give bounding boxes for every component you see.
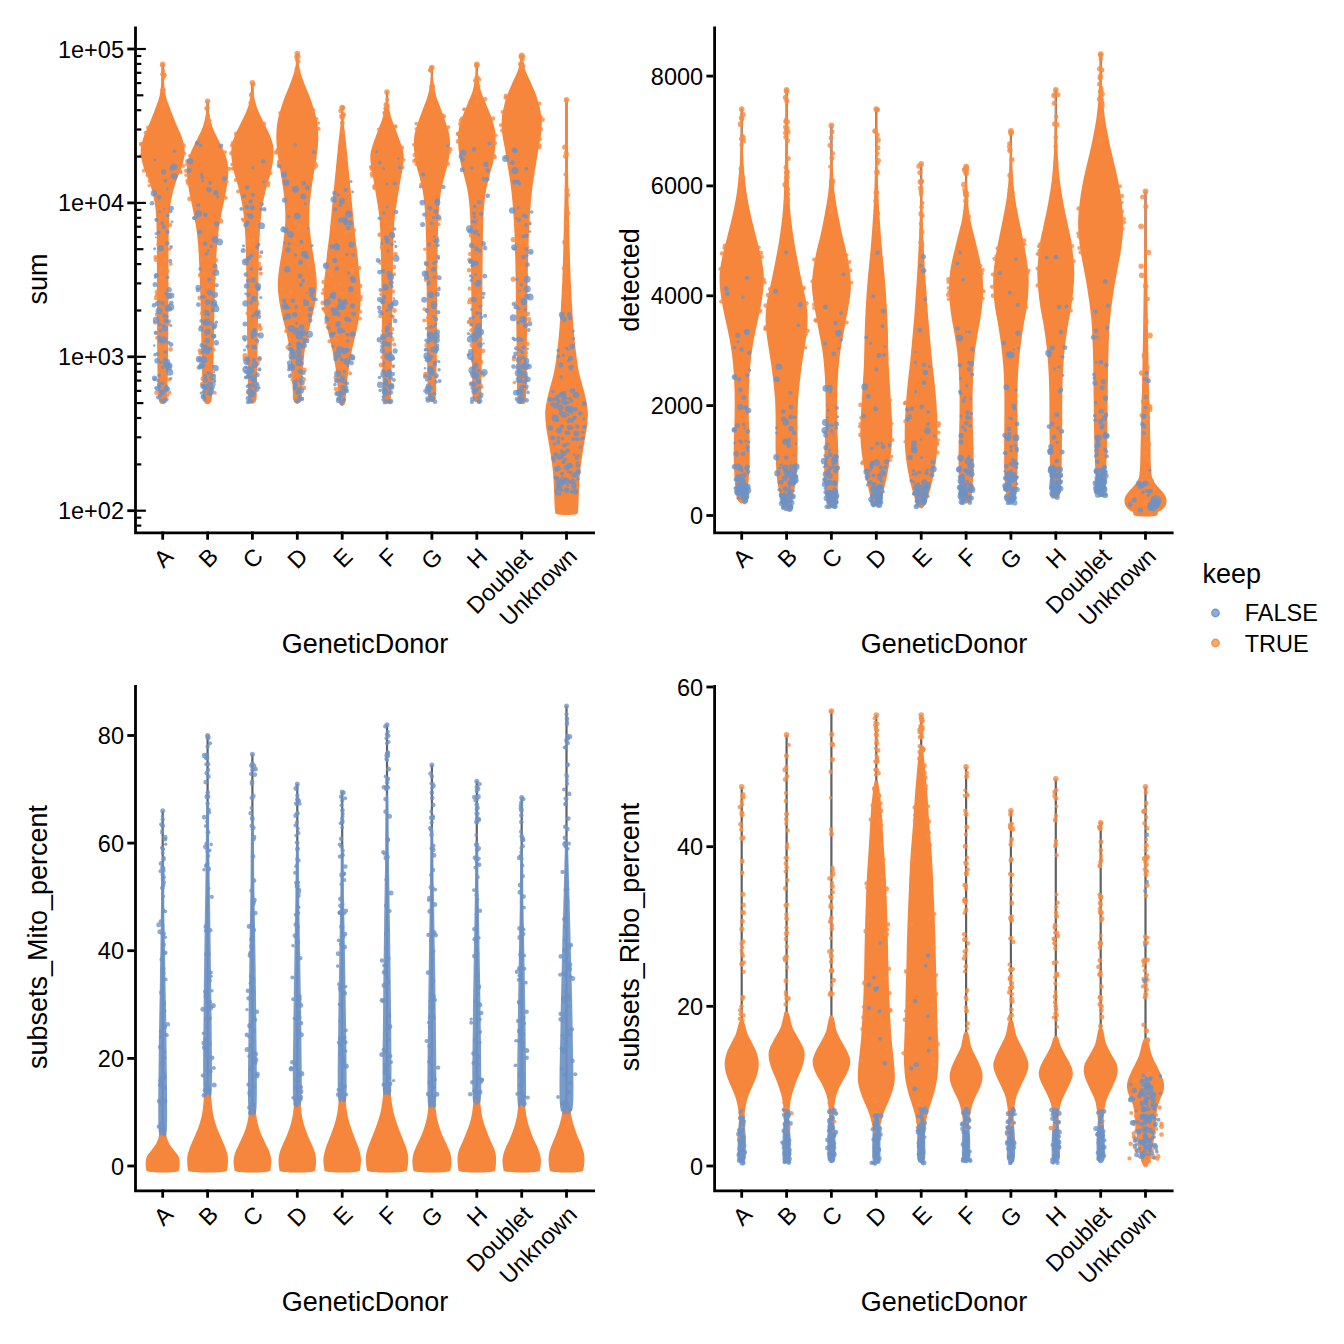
svg-text:1e+02: 1e+02 bbox=[58, 498, 124, 524]
svg-text:0: 0 bbox=[111, 1154, 124, 1180]
svg-text:20: 20 bbox=[98, 1046, 124, 1072]
svg-text:40: 40 bbox=[98, 938, 124, 964]
svg-text:0: 0 bbox=[690, 1154, 703, 1180]
svg-text:TRUE: TRUE bbox=[1245, 631, 1309, 657]
svg-text:keep: keep bbox=[1202, 559, 1261, 589]
svg-text:1e+03: 1e+03 bbox=[58, 344, 124, 370]
svg-text:GeneticDonor: GeneticDonor bbox=[861, 629, 1028, 659]
svg-text:60: 60 bbox=[677, 675, 703, 701]
svg-text:subsets_Mito_percent: subsets_Mito_percent bbox=[23, 804, 53, 1069]
svg-text:6000: 6000 bbox=[651, 173, 703, 199]
svg-text:4000: 4000 bbox=[651, 283, 703, 309]
svg-text:40: 40 bbox=[677, 834, 703, 860]
svg-text:GeneticDonor: GeneticDonor bbox=[861, 1287, 1028, 1317]
svg-text:GeneticDonor: GeneticDonor bbox=[282, 1287, 449, 1317]
svg-text:60: 60 bbox=[98, 831, 124, 857]
svg-text:20: 20 bbox=[677, 994, 703, 1020]
svg-text:subsets_Ribo_percent: subsets_Ribo_percent bbox=[615, 802, 645, 1071]
svg-text:8000: 8000 bbox=[651, 64, 703, 90]
svg-text:1e+04: 1e+04 bbox=[58, 190, 124, 216]
svg-text:0: 0 bbox=[690, 503, 703, 529]
svg-text:1e+05: 1e+05 bbox=[58, 37, 124, 63]
svg-text:GeneticDonor: GeneticDonor bbox=[282, 629, 449, 659]
svg-text:detected: detected bbox=[615, 228, 645, 332]
svg-text:2000: 2000 bbox=[651, 393, 703, 419]
svg-text:FALSE: FALSE bbox=[1245, 600, 1318, 626]
svg-text:sum: sum bbox=[23, 253, 53, 304]
svg-text:80: 80 bbox=[98, 723, 124, 749]
